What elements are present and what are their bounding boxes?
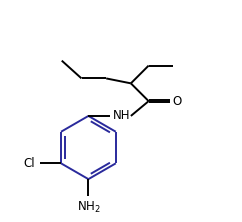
Text: Cl: Cl (24, 157, 35, 170)
Text: NH$_2$: NH$_2$ (76, 200, 100, 215)
Text: NH: NH (113, 109, 131, 123)
Text: O: O (172, 95, 182, 108)
